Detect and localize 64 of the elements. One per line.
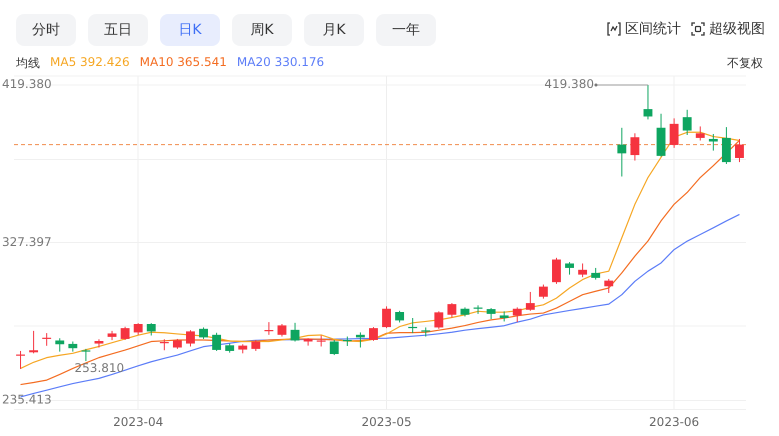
candlestick (735, 138, 744, 163)
text: MA10 365.541 (140, 55, 227, 71)
candlestick (617, 127, 626, 178)
text: 区间统计 (625, 20, 681, 38)
text: 日K (160, 14, 220, 46)
annotation: 419.380 (544, 77, 594, 92)
candlestick (42, 332, 52, 346)
candlestick (591, 267, 600, 280)
text: 超级视图 (709, 20, 765, 38)
candlestick (356, 332, 365, 348)
legend-title: 均线 (16, 55, 40, 72)
candlestick (120, 326, 130, 340)
candlestick (682, 109, 692, 136)
candlestick (369, 326, 378, 342)
candlestick (526, 291, 535, 312)
annotation: 253.810 (74, 361, 124, 376)
candlestick (68, 341, 78, 352)
candlestick (630, 132, 640, 162)
y-tick-label: 419.380 (2, 77, 52, 92)
candlestick (382, 306, 391, 329)
candlestick (199, 326, 208, 340)
candlestick (212, 332, 222, 352)
x-tick-label: 2023-05 (361, 414, 412, 429)
candlestick (134, 322, 143, 336)
candlestick (578, 262, 588, 278)
candlestick (290, 322, 300, 342)
candlestick (186, 330, 195, 347)
candlestick (225, 343, 234, 354)
candlestick (395, 310, 404, 323)
y-tick-label: 235.413 (2, 392, 52, 407)
candlestick (486, 308, 496, 320)
candlestick (172, 338, 182, 350)
candlestick (565, 262, 574, 276)
candlestick (434, 310, 444, 330)
x-tick-label: 2023-04 (113, 414, 164, 429)
candlestick (29, 330, 38, 354)
candlestick (55, 338, 64, 352)
text: 月K (304, 14, 364, 46)
candlestick (460, 306, 470, 317)
candlestick (512, 306, 522, 323)
text: MA20 330.176 (236, 55, 324, 71)
candlestick (146, 322, 156, 336)
text: MA5 392.426 (50, 55, 130, 71)
candlestick (604, 278, 614, 294)
candlestick (238, 344, 248, 354)
candlestick (278, 324, 286, 338)
text: 五日 (88, 14, 148, 46)
candlestick (500, 310, 509, 322)
x-tick-label: 2023-06 (649, 414, 700, 429)
text: 周K (232, 14, 292, 46)
text: 一年 (376, 14, 436, 46)
y-tick-label: 327.397 (2, 234, 52, 249)
candlestick (644, 84, 652, 120)
text: 分时 (16, 14, 76, 46)
candlestick (708, 133, 718, 152)
candlestick (251, 339, 260, 352)
candlestick (696, 126, 705, 141)
candlestick (552, 257, 561, 284)
candlestick (670, 118, 679, 148)
candlestick (330, 339, 339, 356)
candlestick (447, 302, 456, 318)
candlestick (108, 330, 116, 341)
candlestick (538, 284, 548, 300)
text: 不复权 (727, 55, 763, 72)
